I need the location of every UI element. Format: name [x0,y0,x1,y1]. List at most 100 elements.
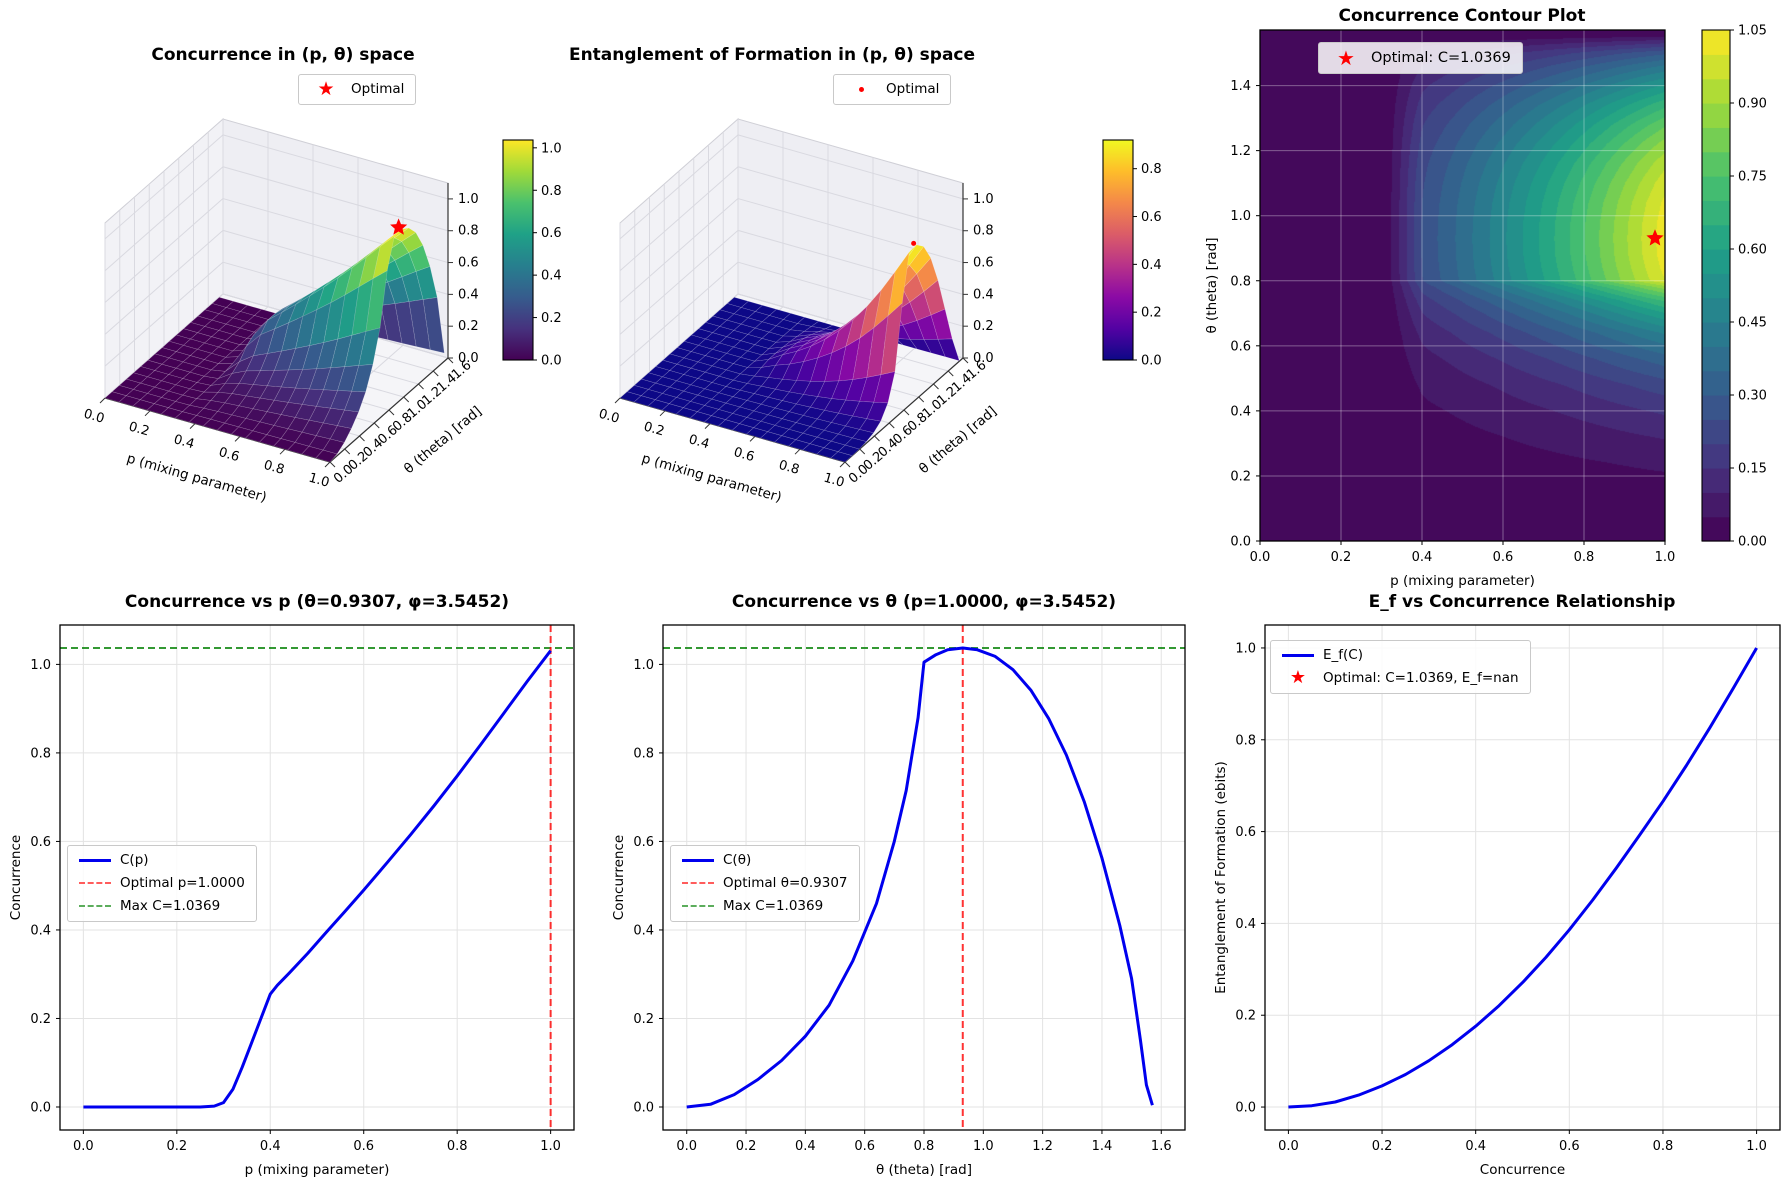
title-contour: Concurrence Contour Plot [1338,6,1586,26]
svg-text:1.2: 1.2 [1230,144,1251,159]
svg-text:0.45: 0.45 [1738,316,1767,331]
optimal-marker [390,218,408,235]
star-icon: ★ [1337,46,1355,71]
svg-text:0.8: 0.8 [1653,1139,1674,1154]
axis-ticks: 0.0 0.2 0.4 0.6 0.8 1.0 0.0 0.2 0.4 0.6 0.8 1.0 [1235,641,1767,1154]
svg-text:0.0: 0.0 [676,1139,697,1154]
line-sample-icon [682,858,714,862]
svg-text:1.0: 1.0 [540,1139,561,1154]
svg-text:0.4: 0.4 [687,432,711,452]
svg-text:0.0: 0.0 [73,1139,94,1154]
svg-text:0.2: 0.2 [1235,1009,1256,1024]
svg-text:1.6: 1.6 [1151,1139,1172,1154]
svg-text:0.4: 0.4 [172,432,196,452]
svg-text:0.0: 0.0 [541,354,562,369]
axis-ticks: 0.0 0.2 0.4 0.6 0.8 1.0 0.0 0.2 0.4 0.6 0.8 1.0 [30,658,561,1154]
x-axis-label: θ (theta) [rad] [876,1162,972,1178]
dashed-line-sample-icon [682,905,714,908]
svg-text:0.2: 0.2 [30,1012,51,1027]
svg-text:1.0: 1.0 [973,1139,994,1154]
svg-text:0.2: 0.2 [458,319,479,334]
legend-item: C(p) [79,852,245,869]
optimal-marker [911,240,917,246]
svg-text:0.90: 0.90 [1738,97,1767,112]
svg-text:0.4: 0.4 [30,923,51,938]
svg-text:0.2: 0.2 [166,1139,187,1154]
x-axis-label: p (mixing parameter) [245,1162,390,1178]
colorbar-plasma2: 0.0 0.2 0.4 0.6 0.8 [1102,139,1162,369]
legend-label: Optimal [886,81,940,97]
svg-text:0.6: 0.6 [30,835,51,850]
svg-text:0.8: 0.8 [1235,733,1256,748]
svg-text:0.0: 0.0 [1230,535,1251,550]
svg-text:0.15: 0.15 [1738,462,1767,477]
x-axis-label: p (mixing parameter) [640,451,784,506]
svg-text:0.4: 0.4 [1412,550,1433,565]
legend-item: Optimal p=1.0000 [79,875,245,892]
title-c-vs-p: Concurrence vs p (θ=0.9307, φ=3.5452) [124,592,510,612]
panel-surface-concurrence: 0.00.20.40.60.81.0 0.00.20.40.60.81.01.21… [82,117,485,506]
axis-ticks: 0.0 0.2 0.4 0.6 0.8 1.0 0.0 0.2 0.4 0.6 0.8 1.0 1.2 1… [1230,79,1675,565]
series-E_f(C) [1288,647,1758,1109]
svg-text:0.0: 0.0 [82,407,106,427]
svg-text:1.0: 1.0 [822,471,846,491]
svg-text:0.8: 0.8 [1574,550,1595,565]
legend-label: E_f(C) [1323,647,1363,663]
line-sample-icon [1282,653,1314,657]
legend-item: Max C=1.0369 [79,898,245,915]
svg-text:0.75: 0.75 [1738,170,1767,185]
svg-text:0.0: 0.0 [633,1100,654,1115]
svg-text:0.8: 0.8 [777,458,801,478]
svg-text:0.8: 0.8 [1230,274,1251,289]
panel-contour-concurrence: 0.0 0.2 0.4 0.6 0.8 1.0 0.0 0.2 0.4 0.6 0.8 1.0 1.2 1… [1204,29,1675,589]
svg-text:0.2: 0.2 [127,419,151,439]
legend-item: Max C=1.0369 [682,898,848,915]
axes-frame [1259,29,1666,542]
svg-text:1.0: 1.0 [633,658,654,673]
svg-text:0.2: 0.2 [973,319,994,334]
svg-text:0.2: 0.2 [1331,550,1352,565]
legend-item: ★ Optimal: C=1.0369, E_f=nan [1282,669,1519,687]
svg-text:0.6: 0.6 [541,226,562,241]
svg-text:1.4: 1.4 [1092,1139,1113,1154]
series-C(p) [83,649,552,1109]
svg-text:0.8: 0.8 [914,1139,935,1154]
svg-text:0.4: 0.4 [541,269,562,284]
legend-label: Optimal p=1.0000 [120,874,245,891]
legend-item: C(θ) [682,852,848,869]
dot-icon [845,86,877,92]
svg-text:0.0: 0.0 [1141,354,1162,369]
svg-text:1.05: 1.05 [1738,24,1767,39]
legend-label: Max C=1.0369 [120,897,221,914]
legend-item: Optimal θ=0.9307 [682,875,848,892]
legend-surface-concurrence: ★ Optimal [298,74,417,105]
x-axis-label: Concurrence [1480,1162,1565,1178]
panel-surface-ef: 0.00.20.40.60.81.0 0.00.20.40.60.81.01.21… [597,117,1000,506]
svg-text:0.0: 0.0 [30,1100,51,1115]
legend-label: Optimal [351,81,405,97]
svg-text:0.4: 0.4 [458,287,479,302]
x-axis-label: p (mixing parameter) [1390,573,1535,589]
star-icon: ★ [317,78,335,101]
svg-text:0.8: 0.8 [633,746,654,761]
svg-text:0.4: 0.4 [633,923,654,938]
svg-text:0.6: 0.6 [1230,339,1251,354]
dashed-line-sample-icon [79,905,111,908]
svg-text:0.8: 0.8 [458,224,479,239]
surface-mesh [104,227,445,463]
line-sample-icon [79,858,111,862]
svg-text:1.0: 1.0 [1230,209,1251,224]
legend-item: ★ Optimal [310,78,405,101]
svg-text:0.0: 0.0 [1235,1101,1256,1116]
legend-c-vs-theta: C(θ) Optimal θ=0.9307 Max C=1.0369 [670,845,860,922]
y-axis-label: Concurrence [611,835,627,920]
svg-text:0.2: 0.2 [541,311,562,326]
svg-text:0.2: 0.2 [1230,469,1251,484]
svg-text:0.0: 0.0 [458,351,479,366]
svg-text:1.4: 1.4 [1230,79,1251,94]
title-c-vs-theta: Concurrence vs θ (p=1.0000, φ=3.5452) [731,592,1117,612]
legend-item: E_f(C) [1282,647,1519,664]
series-C(θ) [686,646,1154,1109]
